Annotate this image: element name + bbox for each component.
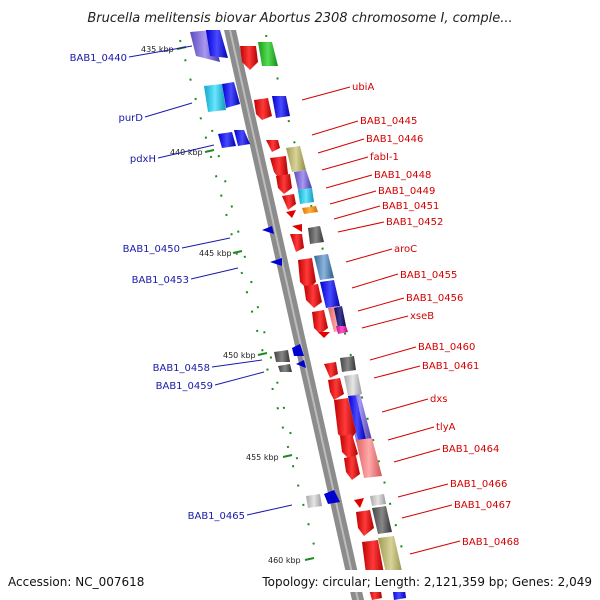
kbp-tick: 435 kbp xyxy=(141,45,174,54)
gene-block[interactable] xyxy=(240,46,258,70)
gene-BAB1_0455[interactable] xyxy=(314,254,334,280)
gene-BAB1_0449[interactable] xyxy=(298,188,314,204)
label-ubiA[interactable]: ubiA xyxy=(352,82,374,93)
label-BAB1_0455[interactable]: BAB1_0455 xyxy=(400,270,457,281)
gene-block[interactable] xyxy=(356,510,374,536)
label-BAB1_0446[interactable]: BAB1_0446 xyxy=(366,134,423,145)
gene-BAB1_0464[interactable] xyxy=(356,438,382,478)
label-BAB1_0459[interactable]: BAB1_0459 xyxy=(156,381,213,392)
label-BAB1_0468[interactable]: BAB1_0468 xyxy=(462,537,519,548)
gene-block[interactable] xyxy=(292,344,304,356)
gene-BAB1_0445[interactable] xyxy=(266,140,280,152)
gene-block[interactable] xyxy=(344,374,362,396)
left-labels: BAB1_0440 purD pdxH BAB1_0450 BAB1_0453 … xyxy=(70,45,293,522)
label-BAB1_0445[interactable]: BAB1_0445 xyxy=(360,116,417,127)
kbp-tick: 455 kbp xyxy=(246,453,279,462)
gene-block[interactable] xyxy=(324,490,340,504)
gene-block[interactable] xyxy=(234,130,250,146)
kbp-ticks: 435 kbp 440 kbp 445 kbp 450 kbp 455 kbp … xyxy=(141,45,315,565)
gene-BAB1_0461[interactable] xyxy=(324,362,338,378)
gene-BAB1_0458[interactable] xyxy=(274,350,290,362)
label-BAB1_0458[interactable]: BAB1_0458 xyxy=(153,363,210,374)
label-aroC[interactable]: aroC xyxy=(394,244,417,255)
gene-block[interactable] xyxy=(308,226,324,244)
gene-block[interactable] xyxy=(354,498,364,508)
gene-block[interactable] xyxy=(296,360,306,368)
gene-block[interactable] xyxy=(298,258,316,290)
gene-tlyA[interactable] xyxy=(340,434,358,460)
label-pdxH[interactable]: pdxH xyxy=(130,154,156,165)
gene-block[interactable] xyxy=(320,280,340,308)
gene-block[interactable] xyxy=(318,332,330,338)
gene-block[interactable] xyxy=(334,398,356,444)
reverse-strand-genes xyxy=(190,30,340,508)
label-BAB1_0450[interactable]: BAB1_0450 xyxy=(123,244,180,255)
gene-BAB1_0459[interactable] xyxy=(278,364,292,372)
gene-BAB1_0466[interactable] xyxy=(370,494,386,506)
kbp-tick: 445 kbp xyxy=(199,249,232,258)
gene-BAB1_0452[interactable] xyxy=(292,224,302,232)
label-BAB1_0465[interactable]: BAB1_0465 xyxy=(188,511,245,522)
label-BAB1_0456[interactable]: BAB1_0456 xyxy=(406,293,463,304)
backbone-highlight xyxy=(229,29,359,600)
label-xseB[interactable]: xseB xyxy=(410,311,434,322)
gene-block[interactable] xyxy=(282,194,296,210)
gene-BAB1_0446[interactable] xyxy=(286,146,306,172)
label-BAB1_0453[interactable]: BAB1_0453 xyxy=(132,275,189,286)
kbp-tick: 450 kbp xyxy=(223,351,256,360)
accession-text: Accession: NC_007618 xyxy=(8,575,144,589)
label-dxs[interactable]: dxs xyxy=(430,394,447,405)
label-BAB1_0467[interactable]: BAB1_0467 xyxy=(454,500,511,511)
gene-aroC[interactable] xyxy=(290,234,304,252)
kbp-tick: 440 kbp xyxy=(170,148,203,157)
gene-block[interactable] xyxy=(258,42,278,66)
gene-BAB1_0467[interactable] xyxy=(372,506,392,534)
gene-pdxH[interactable] xyxy=(218,132,236,148)
label-BAB1_0449[interactable]: BAB1_0449 xyxy=(378,186,435,197)
gene-BAB1_0465[interactable] xyxy=(306,494,322,508)
gene-block[interactable] xyxy=(312,310,328,334)
gene-block[interactable] xyxy=(344,456,360,480)
gene-BAB1_0456[interactable] xyxy=(304,284,322,308)
label-BAB1_0461[interactable]: BAB1_0461 xyxy=(422,361,479,372)
gene-block[interactable] xyxy=(206,30,228,58)
gene-BAB1_0451[interactable] xyxy=(302,206,318,214)
gene-block[interactable] xyxy=(286,210,296,218)
gene-BAB1_0460[interactable] xyxy=(340,356,356,372)
gene-block[interactable] xyxy=(222,82,240,108)
gene-block[interactable] xyxy=(294,170,312,190)
right-labels: ubiA BAB1_0445 BAB1_0446 fabI-1 BAB1_044… xyxy=(301,82,519,555)
label-fabI-1[interactable]: fabI-1 xyxy=(370,152,399,163)
gene-BAB1_0450[interactable] xyxy=(262,226,274,234)
gene-BAB1_0453[interactable] xyxy=(270,258,282,266)
label-BAB1_0451[interactable]: BAB1_0451 xyxy=(382,201,439,212)
label-BAB1_0448[interactable]: BAB1_0448 xyxy=(374,170,431,181)
gene-block[interactable] xyxy=(334,306,346,328)
label-BAB1_0460[interactable]: BAB1_0460 xyxy=(418,342,475,353)
label-tlyA[interactable]: tlyA xyxy=(436,422,456,433)
gene-purD[interactable] xyxy=(204,84,226,112)
label-BAB1_0440[interactable]: BAB1_0440 xyxy=(70,53,127,64)
label-BAB1_0464[interactable]: BAB1_0464 xyxy=(442,444,499,455)
kbp-tick: 460 kbp xyxy=(268,556,301,565)
gene-ubiA[interactable] xyxy=(254,98,272,120)
topology-text: Topology: circular; Length: 2,121,359 bp… xyxy=(261,575,592,589)
gene-block[interactable] xyxy=(328,378,344,400)
gene-fabI-1[interactable] xyxy=(270,156,288,180)
gene-block[interactable] xyxy=(348,396,366,440)
gene-BAB1_0448[interactable] xyxy=(276,174,292,194)
label-purD[interactable]: purD xyxy=(119,113,144,124)
gene-block[interactable] xyxy=(336,326,348,334)
label-BAB1_0466[interactable]: BAB1_0466 xyxy=(450,479,507,490)
footer-background xyxy=(0,570,600,592)
gene-block[interactable] xyxy=(272,96,290,118)
label-BAB1_0452[interactable]: BAB1_0452 xyxy=(386,217,443,228)
map-title: Brucella melitensis biovar Abortus 2308 … xyxy=(87,11,512,26)
